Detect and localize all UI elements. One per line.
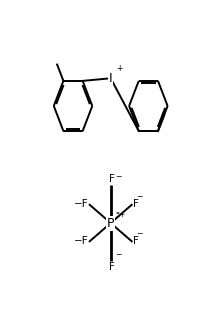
Text: −: − xyxy=(115,172,121,181)
Text: F: F xyxy=(109,174,114,184)
Text: F: F xyxy=(109,262,114,272)
Text: −: − xyxy=(137,230,143,238)
Text: P: P xyxy=(107,216,114,230)
Text: F: F xyxy=(133,236,139,247)
Text: +: + xyxy=(116,64,122,73)
Text: F: F xyxy=(133,199,139,209)
Text: 5+: 5+ xyxy=(116,212,126,218)
Text: −F: −F xyxy=(73,236,88,247)
Text: −: − xyxy=(115,250,121,259)
Text: −: − xyxy=(137,192,143,201)
Text: I: I xyxy=(109,72,113,85)
Text: −F: −F xyxy=(73,199,88,209)
